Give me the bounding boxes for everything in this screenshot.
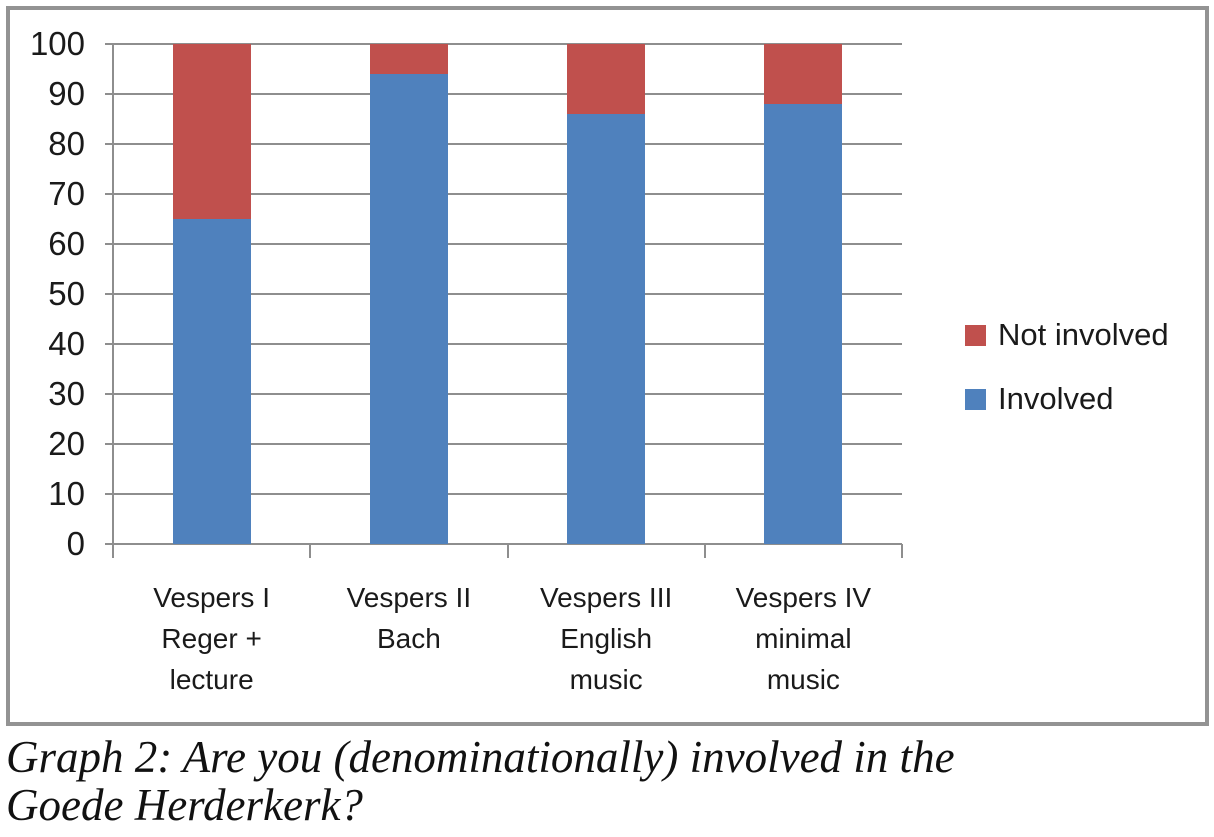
x-axis-tick <box>112 544 114 558</box>
gridline-y-20 <box>105 443 902 445</box>
caption-line-1: Graph 2: Are you (denominationally) invo… <box>6 732 955 782</box>
category-label-line: minimal <box>755 623 852 654</box>
category-label-line: Bach <box>376 623 441 654</box>
x-axis-tick <box>506 544 509 558</box>
bar-2-not-involved <box>369 44 448 74</box>
bar-1-not-involved <box>172 44 251 219</box>
x-axis-tick <box>309 544 312 558</box>
legend-item-not-involved: Not involved <box>965 317 1169 353</box>
legend-label-not-involved: Not involved <box>998 317 1169 352</box>
y-axis-line <box>112 43 114 545</box>
involved-swatch-icon <box>965 388 986 410</box>
category-label-line: Reger + <box>161 623 262 654</box>
category-label-line: Vespers I <box>153 582 270 613</box>
category-label-2: Vespers II Bach <box>309 577 509 659</box>
category-label-1: Vespers I Reger + lecture <box>112 577 312 700</box>
gridline-y-10 <box>105 493 902 495</box>
y-axis-tick-label: 80 <box>48 125 85 162</box>
y-axis-tick-label: 90 <box>48 75 85 112</box>
gridline-y-60 <box>105 243 902 245</box>
y-axis-tick-label: 10 <box>48 475 85 512</box>
category-label-line: English <box>560 623 653 654</box>
category-label-line: music <box>569 664 643 695</box>
category-label-line: Vespers III <box>539 582 673 613</box>
caption-line-2: Goede Herderkerk? <box>6 780 363 830</box>
y-axis-tick-label: 100 <box>29 25 85 62</box>
gridline-y-70 <box>105 193 902 195</box>
category-label-line: Vespers IV <box>735 582 872 613</box>
category-label-3: Vespers III English music <box>506 577 706 700</box>
category-label-line: lecture <box>169 664 254 695</box>
bar-4-involved <box>764 104 843 544</box>
x-axis-tick <box>703 544 706 558</box>
y-axis-tick-label: 20 <box>48 425 85 462</box>
y-axis-tick-label: 70 <box>48 175 85 212</box>
y-axis-tick-label: 50 <box>48 275 85 312</box>
y-axis-tick-label: 30 <box>48 375 85 412</box>
gridline-y-100 <box>105 43 902 45</box>
gridline-y-40 <box>105 343 902 345</box>
gridline-y-30 <box>105 393 902 395</box>
y-axis-tick-label: 40 <box>48 325 85 362</box>
gridline-y-90 <box>105 93 902 95</box>
bar-3-involved <box>567 114 646 544</box>
bar-1-involved <box>172 219 251 544</box>
category-label-4: Vespers IV minimal music <box>703 577 903 700</box>
gridline-y-80 <box>105 143 902 145</box>
x-axis-tick <box>901 544 903 558</box>
y-axis-tick-label: 60 <box>48 225 85 262</box>
chart-frame: 100 90 80 70 60 50 40 30 20 10 0 Vespers I Reger + le… <box>6 6 1209 726</box>
not-involved-swatch-icon <box>965 324 986 346</box>
legend-item-involved: Involved <box>965 381 1113 417</box>
bar-3-not-involved <box>567 44 646 114</box>
legend-label-involved: Involved <box>998 381 1114 416</box>
bar-4-not-involved <box>764 44 843 104</box>
category-label-line: music <box>766 664 840 695</box>
figure-caption: Graph 2: Are you (denominationally) invo… <box>6 733 1206 829</box>
gridline-y-50 <box>105 293 902 295</box>
category-label-line: Vespers II <box>346 582 472 613</box>
y-axis-tick-label: 0 <box>66 525 85 562</box>
bar-2-involved <box>369 74 448 544</box>
gridline-y-0 <box>105 543 902 545</box>
